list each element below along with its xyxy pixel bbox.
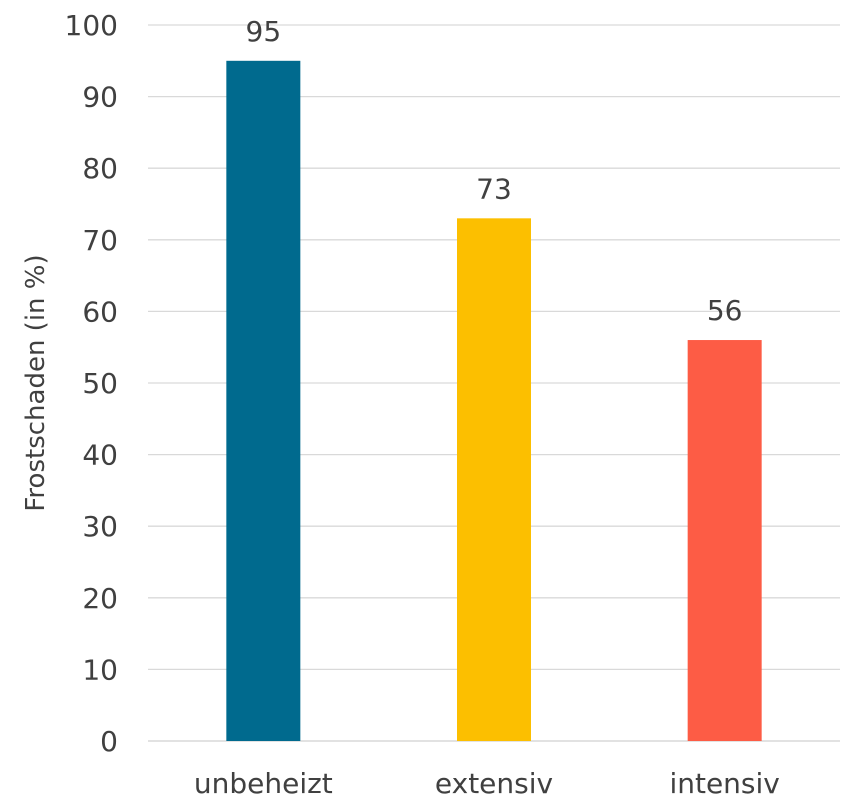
y-tick-label: 100 bbox=[65, 9, 118, 42]
y-tick-label: 80 bbox=[82, 152, 118, 185]
y-tick-label: 40 bbox=[82, 439, 118, 472]
data-labels: 95 73 56 bbox=[246, 15, 743, 327]
y-tick-label: 30 bbox=[82, 510, 118, 543]
data-label-extensiv: 73 bbox=[476, 172, 512, 205]
y-axis-title: Frostschaden (in %) bbox=[21, 254, 51, 511]
y-tick-label: 50 bbox=[82, 367, 118, 400]
bar-unbeheizt bbox=[226, 60, 301, 742]
bar-extensiv bbox=[457, 218, 531, 741]
y-tick-label: 60 bbox=[82, 295, 118, 328]
y-axis-tick-labels: 0 10 20 30 40 50 60 70 80 90 100 bbox=[65, 9, 118, 758]
category-label-unbeheizt: unbeheizt bbox=[194, 767, 333, 800]
x-axis-category-labels: unbeheizt extensiv intensiv bbox=[194, 767, 780, 800]
y-tick-label: 0 bbox=[100, 725, 118, 758]
category-label-extensiv: extensiv bbox=[435, 767, 553, 800]
data-label-intensiv: 56 bbox=[707, 294, 743, 327]
y-tick-label: 90 bbox=[82, 81, 118, 114]
bars bbox=[226, 60, 762, 742]
data-label-unbeheizt: 95 bbox=[246, 15, 282, 48]
bar-intensiv bbox=[687, 340, 762, 741]
y-tick-label: 70 bbox=[82, 224, 118, 257]
y-tick-label: 20 bbox=[82, 582, 118, 615]
y-tick-label: 10 bbox=[82, 653, 118, 686]
category-label-intensiv: intensiv bbox=[669, 767, 779, 800]
